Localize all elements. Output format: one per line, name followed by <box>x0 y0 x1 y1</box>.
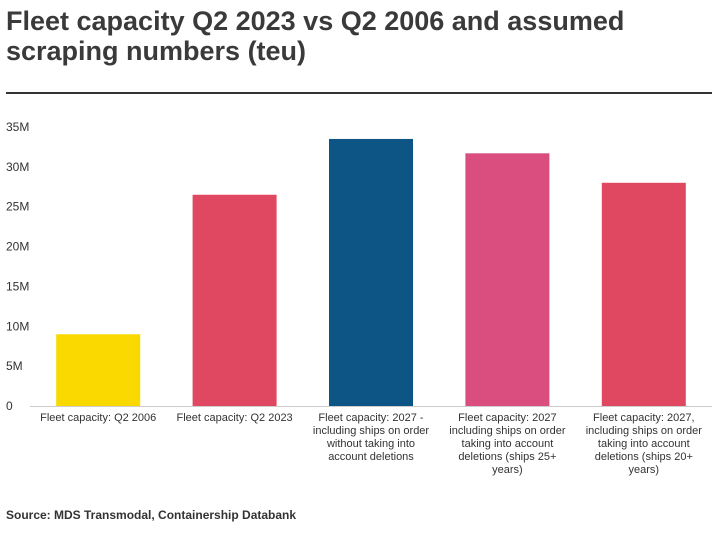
x-tick-label-line: including ships on order <box>586 425 703 437</box>
x-tick-label: Fleet capacity: Q2 2023 <box>177 412 293 424</box>
chart-title: Fleet capacity Q2 2023 vs Q2 2006 and as… <box>6 6 625 66</box>
bar <box>601 182 686 406</box>
x-tick-label: Fleet capacity: Q2 2006 <box>40 412 156 424</box>
bar <box>465 153 550 406</box>
bar <box>192 194 277 406</box>
y-axis: 0 5M 10M 15M 20M 25M 30M 35M <box>6 120 29 413</box>
y-tick-label: 0 <box>6 399 13 413</box>
bar-chart: 0 5M 10M 15M 20M 25M 30M 35M Fleet capacity: Q2… <box>6 120 712 476</box>
x-tick-label-line: without taking into <box>326 438 415 450</box>
x-tick-label: Fleet capacity: 2027, including ships on … <box>586 412 703 476</box>
x-tick-label-line: years) <box>629 464 660 476</box>
source-note: Source: MDS Transmodal, Containership Da… <box>6 508 297 522</box>
x-tick-label-line: Fleet capacity: Q2 2006 <box>40 412 156 424</box>
y-tick-label: 20M <box>6 240 29 254</box>
x-tick-label-line: years) <box>492 464 523 476</box>
y-tick-label: 30M <box>6 160 29 174</box>
bars <box>56 138 686 406</box>
title-divider <box>6 92 712 94</box>
x-tick-label-line: including ships on order <box>313 425 430 437</box>
y-tick-label: 35M <box>6 120 29 134</box>
x-tick-label-line: taking into account <box>462 438 554 450</box>
x-tick-label-line: deletions (ships 25+ <box>458 451 556 463</box>
x-tick-label-line: account deletions <box>328 451 414 463</box>
x-tick-label-line: Fleet capacity: 2027, <box>593 412 695 424</box>
bar <box>56 334 141 406</box>
x-axis-labels: Fleet capacity: Q2 2006 Fleet capacity: Q… <box>40 412 702 476</box>
x-tick-label: Fleet capacity: 2027 including ships on o… <box>449 412 566 476</box>
x-tick-label-line: including ships on order <box>449 425 566 437</box>
x-tick-label-line: Fleet capacity: Q2 2023 <box>177 412 293 424</box>
x-tick-label: Fleet capacity: 2027 -including ships on… <box>313 412 430 463</box>
x-tick-label-line: Fleet capacity: 2027 - <box>318 412 424 424</box>
x-tick-label-line: taking into account <box>598 438 690 450</box>
x-tick-label-line: deletions (ships 20+ <box>595 451 693 463</box>
y-tick-label: 25M <box>6 200 29 214</box>
y-tick-label: 5M <box>6 359 23 373</box>
y-tick-label: 10M <box>6 319 29 333</box>
x-tick-label-line: Fleet capacity: 2027 <box>458 412 556 424</box>
y-tick-label: 15M <box>6 279 29 293</box>
bar <box>329 138 413 406</box>
